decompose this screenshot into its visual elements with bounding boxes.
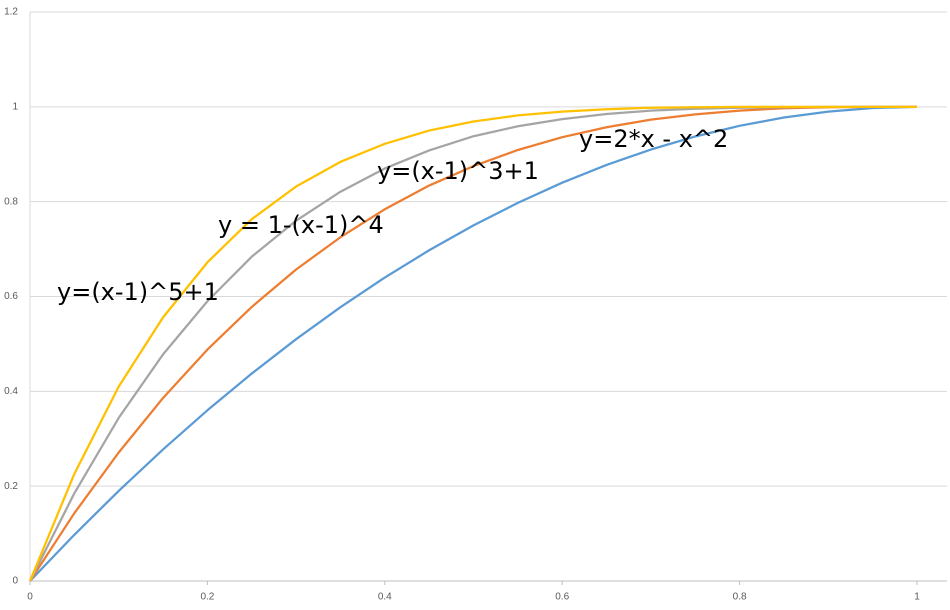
curve-label: y=2*x - x^2	[579, 125, 728, 153]
y-tick-label: 1.2	[4, 7, 18, 18]
x-tick-label: 0.6	[555, 592, 569, 603]
y-tick-label: 0.8	[4, 196, 18, 207]
curve-label: y=(x-1)^5+1	[57, 278, 219, 306]
series-line	[29, 105, 917, 582]
x-tick-label: 1	[914, 592, 920, 603]
y-tick-label: 0.2	[4, 481, 18, 492]
y-tick-label: 0.6	[4, 291, 18, 302]
y-tick-label: 1	[12, 101, 18, 112]
curve-label: y=(x-1)^3+1	[377, 157, 539, 185]
x-tick-label: 0	[27, 592, 33, 603]
x-tick-label: 0.4	[378, 592, 392, 603]
x-tick-label: 0.8	[733, 592, 747, 603]
x-tick-label: 0.2	[200, 592, 214, 603]
series-line	[29, 105, 918, 582]
curve-label: y = 1-(x-1)^4	[218, 211, 384, 239]
series-line	[28, 105, 917, 582]
y-tick-label: 0	[12, 576, 18, 587]
y-tick-label: 0.4	[4, 386, 18, 397]
